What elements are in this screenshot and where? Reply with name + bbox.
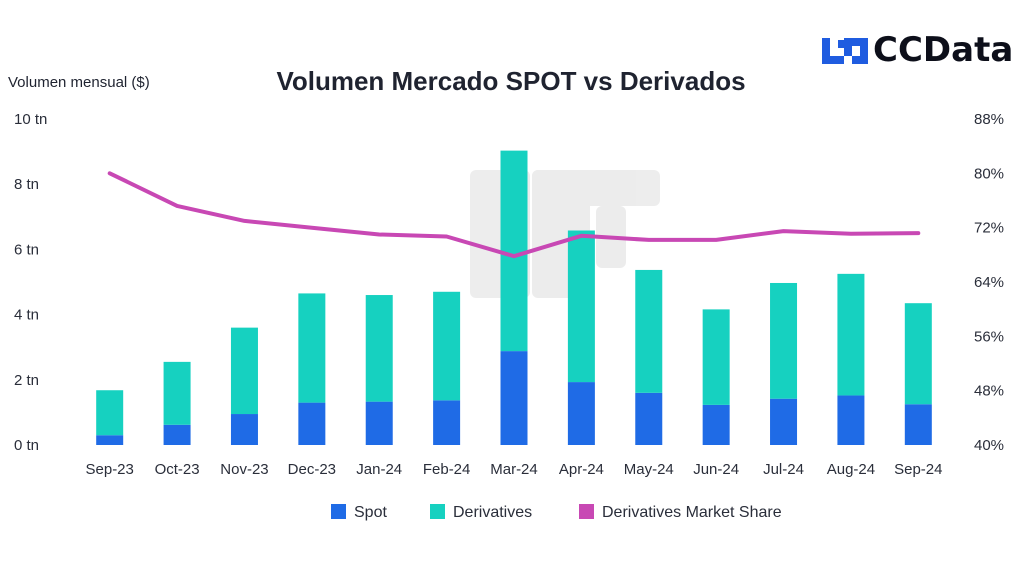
bar-derivatives <box>904 303 932 405</box>
market-share-point <box>378 233 380 235</box>
market-share-point <box>176 205 178 207</box>
x-tick-label: Jan-24 <box>356 461 402 478</box>
market-share-point <box>580 235 582 237</box>
bar-derivatives <box>433 291 461 401</box>
brand-logo: CCData <box>822 30 1013 70</box>
bar-derivatives <box>298 293 326 403</box>
bar-spot <box>770 398 798 445</box>
bar-spot <box>433 400 461 445</box>
y2-tick-label: 72% <box>974 220 1004 237</box>
x-tick-label: Apr-24 <box>559 461 604 478</box>
y-tick-label: 8 tn <box>14 176 39 193</box>
legend-label: Spot <box>354 504 387 521</box>
y-tick-label: 6 tn <box>14 241 39 258</box>
y2-tick-label: 40% <box>974 437 1004 454</box>
bar-spot <box>163 424 191 445</box>
bar-spot <box>500 351 528 445</box>
y2-tick-label: 48% <box>974 383 1004 400</box>
bar-derivatives <box>500 150 528 352</box>
bar-spot <box>702 404 730 445</box>
x-tick-label: Sep-23 <box>86 461 134 478</box>
bar-spot <box>635 392 663 445</box>
bar-derivatives <box>567 230 595 383</box>
chart-title: Volumen Mercado SPOT vs Derivados <box>276 66 745 96</box>
bar-spot <box>567 382 595 445</box>
y2-tick-label: 64% <box>974 274 1004 291</box>
legend-swatch <box>331 504 346 519</box>
market-share-line <box>107 171 921 259</box>
bar-derivatives <box>365 295 393 402</box>
x-tick-label: Mar-24 <box>490 461 538 478</box>
market-share-point <box>783 230 785 232</box>
y-axis-label: Volumen mensual ($) <box>8 74 150 91</box>
y-tick-label: 10 tn <box>14 111 47 128</box>
market-share-point <box>311 227 313 229</box>
x-axis-ticks: Sep-23 Oct-23 Nov-23 Dec-23 Jan-24 Feb-24 Mar-… <box>86 461 943 478</box>
bar-spot <box>837 395 865 445</box>
x-tick-label: Feb-24 <box>423 461 471 478</box>
ccdata-logo-icon <box>822 38 868 64</box>
market-share-point <box>513 255 515 257</box>
x-tick-label: Sep-24 <box>894 461 942 478</box>
legend-swatch <box>579 504 594 519</box>
market-share-point <box>850 233 852 235</box>
y2-tick-label: 56% <box>974 328 1004 345</box>
legend-label: Derivatives <box>453 504 532 521</box>
x-tick-label: Jul-24 <box>763 461 804 478</box>
legend-label: Derivatives Market Share <box>602 504 782 521</box>
bar-spot <box>230 414 258 445</box>
bar-derivatives <box>163 361 191 425</box>
bar-spot <box>904 404 932 445</box>
bar-derivatives <box>635 269 663 393</box>
y-axis-ticks: 0 tn 2 tn 4 tn 6 tn 8 tn 10 tn <box>14 111 47 454</box>
bar-derivatives <box>837 273 865 396</box>
y-tick-label: 4 tn <box>14 307 39 324</box>
y2-tick-label: 80% <box>974 165 1004 182</box>
bar-derivatives <box>770 282 798 399</box>
brand-name: CCData <box>873 30 1013 70</box>
bar-derivatives <box>230 327 258 415</box>
x-tick-label: Nov-23 <box>220 461 268 478</box>
y2-axis-ticks: 40% 48% 56% 64% 72% 80% 88% <box>974 111 1004 454</box>
x-tick-label: Jun-24 <box>693 461 739 478</box>
bar-derivatives <box>96 390 124 436</box>
market-share-point <box>715 239 717 241</box>
y-tick-label: 2 tn <box>14 372 39 389</box>
market-share-point <box>648 239 650 241</box>
bar-spot <box>298 402 326 445</box>
bar-spot <box>365 401 393 445</box>
bar-spot <box>96 435 124 445</box>
ccdata-watermark-icon <box>470 170 660 298</box>
y2-tick-label: 88% <box>974 111 1004 128</box>
y-tick-label: 0 tn <box>14 437 39 454</box>
market-share-point <box>109 172 111 174</box>
legend-swatch <box>430 504 445 519</box>
legend: Spot Derivatives Derivatives Market Share <box>331 504 782 521</box>
market-share-point <box>917 232 919 234</box>
x-tick-label: Aug-24 <box>827 461 875 478</box>
bar-derivatives <box>702 309 730 405</box>
x-tick-label: May-24 <box>624 461 674 478</box>
x-tick-label: Dec-23 <box>288 461 336 478</box>
market-share-point <box>243 220 245 222</box>
x-tick-label: Oct-23 <box>155 461 200 478</box>
market-share-point <box>446 235 448 237</box>
bars <box>96 150 932 445</box>
